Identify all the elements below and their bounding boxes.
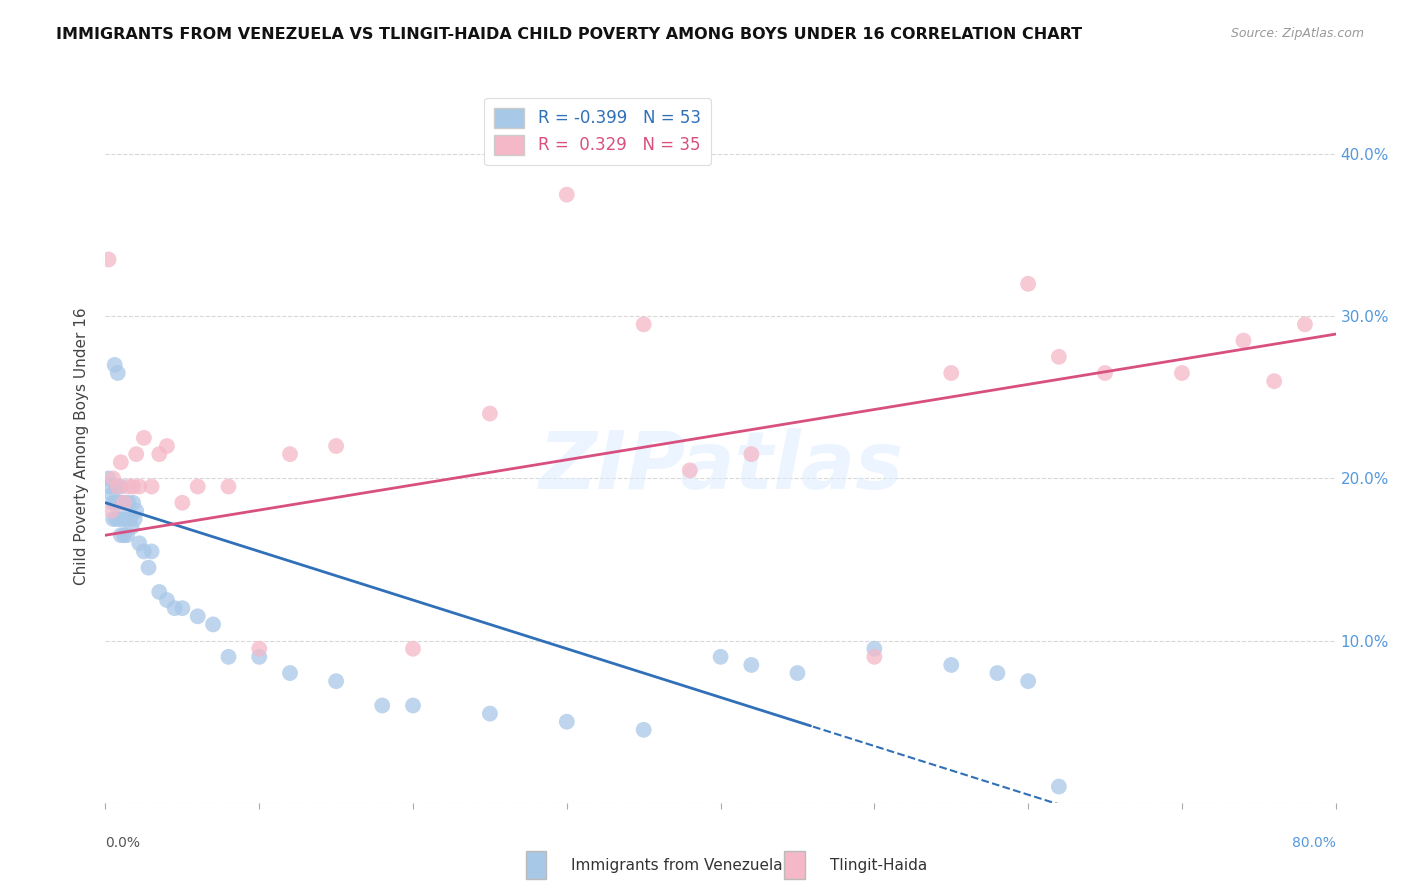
Point [128, 536, 150, 550]
Point [247, 649, 270, 664]
Point [863, 649, 886, 664]
Point [187, 479, 209, 493]
Point [555, 187, 578, 202]
Point [112, 496, 135, 510]
Point [478, 706, 501, 721]
Point [402, 641, 425, 656]
Point [1047, 780, 1070, 794]
Text: Source: ZipAtlas.com: Source: ZipAtlas.com [1230, 27, 1364, 40]
Point [105, 512, 128, 526]
Point [100, 504, 122, 518]
Point [1017, 674, 1039, 689]
Point [740, 657, 762, 672]
Point [325, 674, 347, 689]
Point [325, 439, 347, 453]
Point [278, 666, 301, 681]
Point [125, 447, 148, 461]
Point [107, 366, 129, 380]
Point [740, 447, 762, 461]
Point [132, 544, 155, 558]
Point [218, 649, 240, 664]
Point [478, 407, 501, 421]
Text: 80.0%: 80.0% [1292, 836, 1336, 850]
Point [1171, 366, 1194, 380]
Point [141, 479, 163, 493]
Point [371, 698, 394, 713]
Point [187, 609, 209, 624]
Point [101, 471, 124, 485]
Point [148, 585, 170, 599]
Point [110, 479, 132, 493]
Point [132, 431, 155, 445]
Point [710, 649, 733, 664]
Point [786, 666, 808, 681]
Point [863, 641, 886, 656]
Legend: R = -0.399   N = 53, R =  0.329   N = 35: R = -0.399 N = 53, R = 0.329 N = 35 [485, 97, 710, 165]
Point [156, 439, 179, 453]
Point [218, 479, 240, 493]
Point [117, 496, 139, 510]
Point [633, 723, 655, 737]
Point [114, 512, 136, 526]
Point [148, 447, 170, 461]
Point [108, 496, 131, 510]
Point [122, 496, 145, 510]
Point [122, 479, 145, 493]
Point [141, 544, 163, 558]
Y-axis label: Child Poverty Among Boys Under 16: Child Poverty Among Boys Under 16 [75, 307, 90, 585]
Point [679, 463, 702, 477]
Point [101, 496, 124, 510]
Point [402, 698, 425, 713]
Point [125, 504, 148, 518]
Text: Tlingit-Haida: Tlingit-Haida [830, 858, 927, 872]
Text: 0.0%: 0.0% [105, 836, 141, 850]
Point [105, 479, 128, 493]
Point [1294, 318, 1316, 332]
Point [97, 252, 120, 267]
Point [1232, 334, 1254, 348]
Point [1263, 374, 1285, 388]
Point [156, 593, 179, 607]
Point [97, 471, 120, 485]
Point [107, 496, 129, 510]
Point [104, 496, 127, 510]
Point [986, 666, 1008, 681]
Point [941, 657, 963, 672]
Point [121, 520, 143, 534]
Point [107, 479, 129, 493]
Point [163, 601, 186, 615]
Point [108, 512, 131, 526]
Point [1094, 366, 1116, 380]
Point [278, 447, 301, 461]
Point [115, 528, 138, 542]
Point [98, 479, 121, 493]
Point [172, 496, 194, 510]
Point [1047, 350, 1070, 364]
Point [138, 560, 160, 574]
Point [100, 488, 122, 502]
Text: Immigrants from Venezuela: Immigrants from Venezuela [571, 858, 783, 872]
Point [172, 601, 194, 615]
Point [555, 714, 578, 729]
Point [101, 512, 124, 526]
Point [202, 617, 225, 632]
Point [110, 455, 132, 469]
Point [120, 512, 141, 526]
Point [112, 528, 135, 542]
Point [128, 479, 150, 493]
Point [1017, 277, 1039, 291]
Point [941, 366, 963, 380]
Point [124, 512, 146, 526]
Text: ZIPatlas: ZIPatlas [538, 428, 903, 507]
Point [112, 496, 135, 510]
Point [111, 512, 134, 526]
Point [633, 318, 655, 332]
Point [247, 641, 270, 656]
Text: IMMIGRANTS FROM VENEZUELA VS TLINGIT-HAIDA CHILD POVERTY AMONG BOYS UNDER 16 COR: IMMIGRANTS FROM VENEZUELA VS TLINGIT-HAI… [56, 27, 1083, 42]
Point [117, 479, 139, 493]
Point [110, 528, 132, 542]
Point [104, 358, 127, 372]
